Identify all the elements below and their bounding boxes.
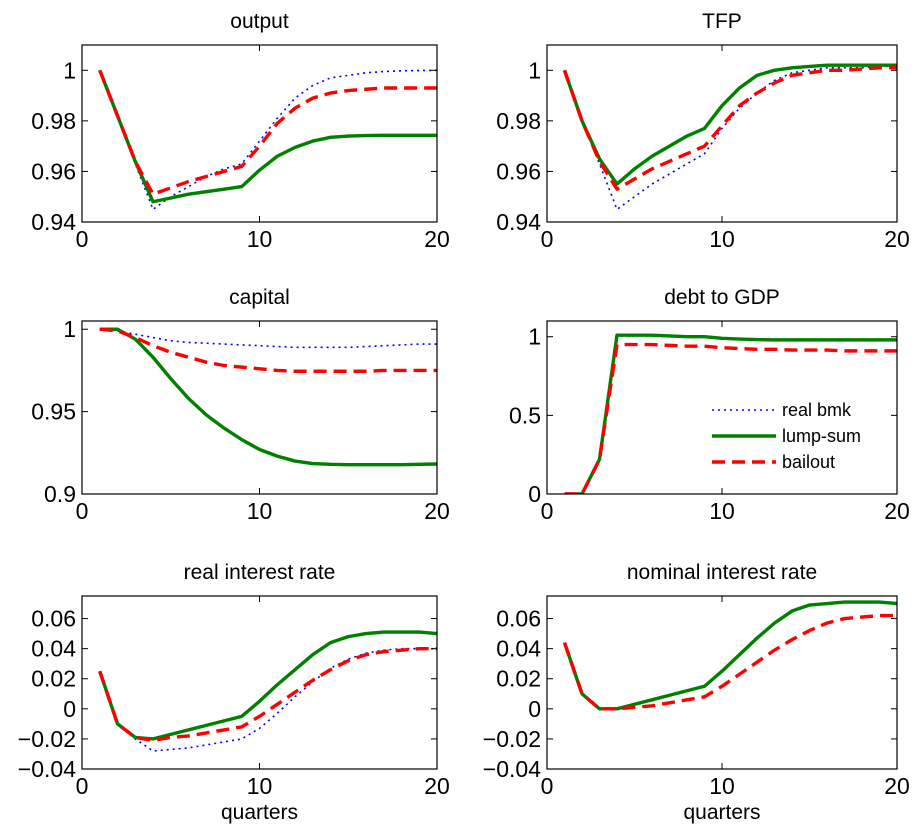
x-tick-label: 10: [247, 773, 273, 799]
x-tick-label: 10: [709, 226, 735, 252]
y-tick-label: 0.98: [31, 108, 76, 134]
subplot-title: output: [230, 10, 289, 33]
subplot-title: capital: [229, 286, 290, 309]
y-tick-label: −0.02: [483, 726, 541, 752]
series-line-lump-sum: [562, 63, 897, 186]
series-line-lump-sum: [99, 327, 437, 467]
subplot-title: TFP: [702, 10, 742, 33]
x-tick-label: 0: [541, 773, 554, 799]
y-tick-label: −0.04: [483, 756, 541, 782]
x-tick-label: 0: [76, 773, 89, 799]
x-tick-label: 0: [76, 498, 89, 524]
axes-box: [81, 320, 438, 495]
y-tick-label: 0: [63, 696, 76, 722]
series-line-bailout: [562, 66, 897, 191]
y-tick-label: 1: [63, 316, 76, 342]
x-tick-label: 20: [424, 773, 450, 799]
legend-label: lump-sum: [782, 426, 861, 446]
x-tick-label: 0: [76, 226, 89, 252]
series-line-lump-sum: [98, 69, 437, 204]
legend-label: bailout: [782, 452, 835, 472]
y-tick-label: 0.94: [31, 209, 76, 235]
x-tick-label: 10: [247, 498, 273, 524]
x-tick-label: 20: [884, 773, 910, 799]
y-tick-label: 0.95: [31, 399, 76, 425]
legend-label: real bmk: [782, 400, 852, 420]
subplot-title: nominal interest rate: [627, 561, 817, 584]
y-tick-label: 0.94: [496, 209, 541, 235]
y-tick-label: 0.04: [496, 636, 541, 662]
x-tick-label: 10: [709, 773, 735, 799]
subplot-panel: debt to GDP 0 10 20 0 0.5 1 real bmk lump-sum bai…: [509, 286, 910, 524]
axes-box: [546, 595, 898, 770]
subplot-title: debt to GDP: [664, 286, 780, 309]
series-line-bailout: [98, 646, 437, 743]
series-line-lump-sum: [562, 600, 897, 711]
axes-box: [81, 44, 438, 223]
y-tick-label: 1: [528, 324, 541, 350]
series-line-real-bmk: [98, 647, 437, 752]
subplot-panel: capital 0 10 20 0.9 0.95 1: [31, 286, 450, 524]
y-tick-label: −0.02: [18, 726, 76, 752]
series-line-bailout: [99, 327, 437, 373]
y-tick-label: 0.96: [496, 158, 541, 184]
x-tick-label: 0: [541, 498, 554, 524]
axes-box: [81, 595, 438, 770]
x-tick-label: 20: [884, 226, 910, 252]
x-axis-label: quarters: [221, 801, 298, 824]
y-tick-label: 1: [63, 57, 76, 83]
y-tick-label: 0.06: [496, 606, 541, 632]
subplot-panel: TFP 0 10 20 0.94 0.96 0.98 1: [496, 10, 910, 252]
x-tick-label: 20: [424, 498, 450, 524]
y-tick-label: 0.9: [44, 481, 76, 507]
y-tick-label: 0: [528, 481, 541, 507]
x-tick-label: 0: [541, 226, 554, 252]
series-line-lump-sum: [98, 630, 437, 741]
y-tick-label: 0.96: [31, 158, 76, 184]
y-tick-label: 0.06: [31, 606, 76, 632]
series-line-bailout: [98, 69, 437, 196]
x-tick-label: 20: [424, 226, 450, 252]
y-tick-label: 0.5: [509, 402, 541, 428]
x-axis-label: quarters: [683, 801, 760, 824]
subplot-title: real interest rate: [184, 561, 336, 584]
series-line-bailout: [564, 342, 897, 494]
y-tick-label: 0.98: [496, 108, 541, 134]
y-tick-label: 0.02: [31, 666, 76, 692]
y-tick-label: 0: [528, 696, 541, 722]
y-tick-label: 0.04: [31, 636, 76, 662]
y-tick-label: −0.04: [18, 756, 76, 782]
subplot-panel: output 0 10 20 0.94 0.96 0.98 1: [31, 10, 450, 252]
y-tick-label: 1: [528, 57, 541, 83]
series-line-bailout: [562, 613, 897, 711]
x-tick-label: 10: [709, 498, 735, 524]
axes-box: [546, 44, 898, 223]
x-tick-label: 10: [247, 226, 273, 252]
series-line-lump-sum: [564, 333, 897, 494]
series-line-real-bmk: [99, 328, 437, 349]
y-tick-label: 0.02: [496, 666, 541, 692]
x-tick-label: 20: [884, 498, 910, 524]
legend: real bmk lump-sum bailout: [712, 400, 861, 472]
